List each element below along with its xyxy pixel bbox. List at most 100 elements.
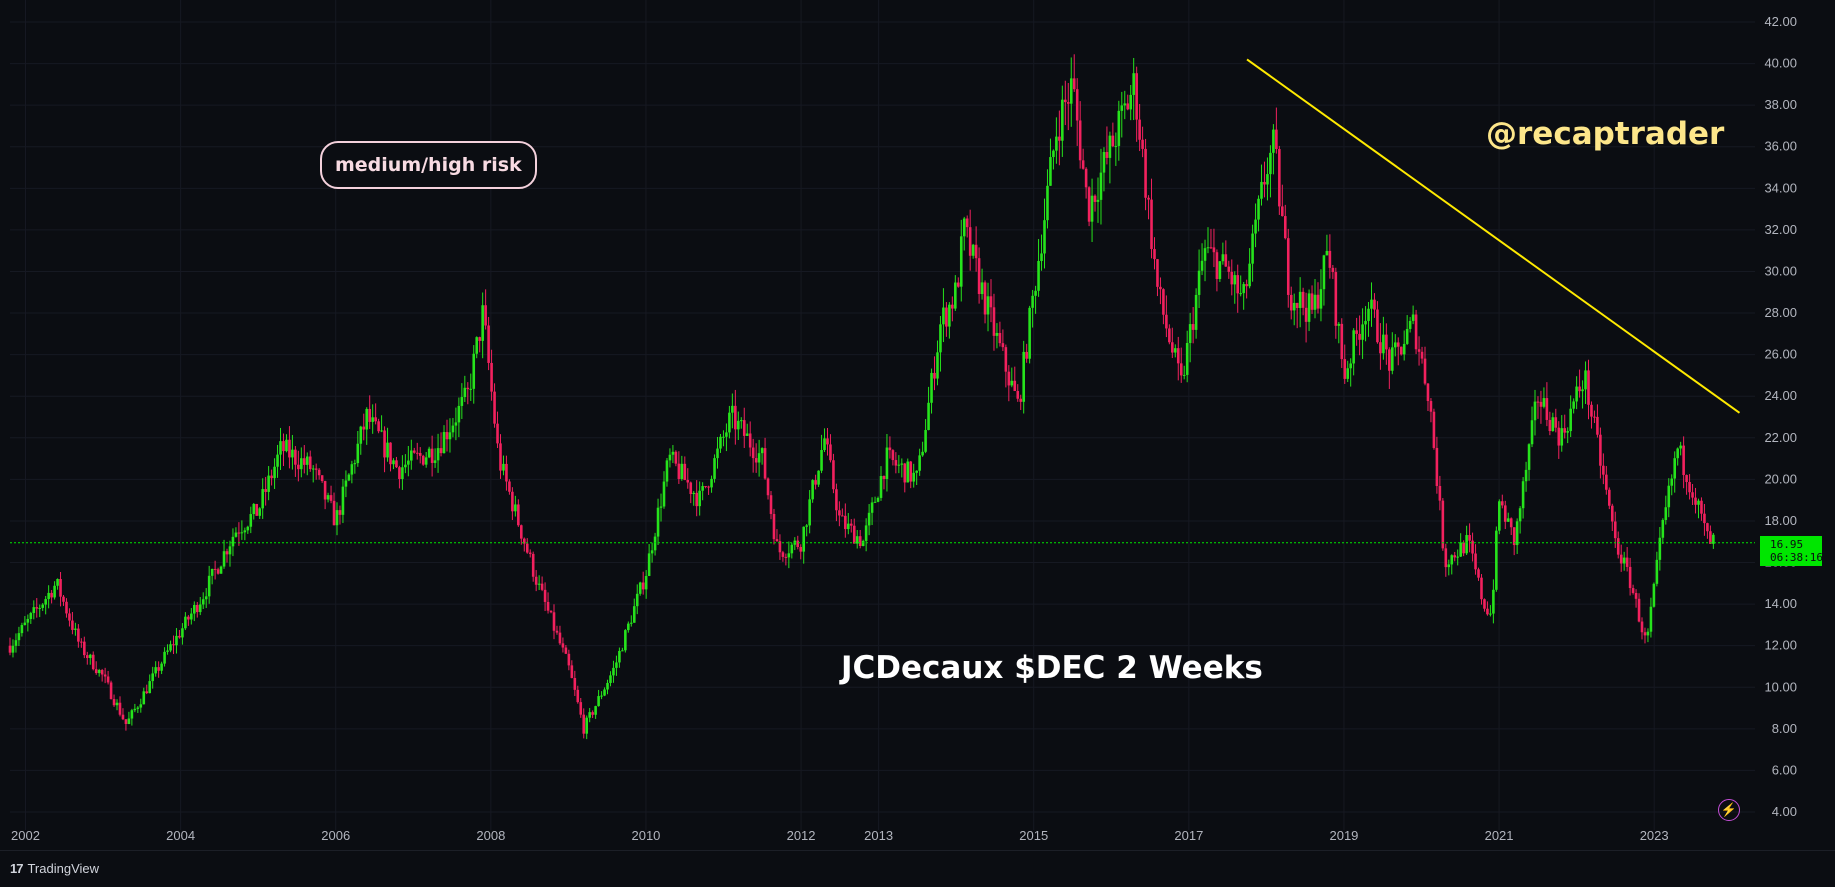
- candle-body: [1447, 564, 1451, 568]
- candle-body: [701, 486, 704, 491]
- candle-body: [959, 236, 963, 287]
- y-tick-label: 18.00: [1764, 513, 1797, 528]
- candle-body: [1304, 307, 1308, 322]
- candle-body: [641, 582, 645, 590]
- candle-body: [618, 650, 621, 663]
- y-tick-label: 8.00: [1772, 721, 1797, 736]
- candle-body: [213, 568, 217, 570]
- candle-body: [65, 601, 68, 614]
- candle-body: [145, 691, 149, 694]
- candle-body: [838, 510, 841, 516]
- candle-body: [728, 412, 731, 433]
- candle-body: [1376, 309, 1379, 343]
- candle-body: [1450, 555, 1454, 565]
- candle-body: [1483, 599, 1486, 609]
- candle-body: [1703, 513, 1706, 524]
- candle-body: [1358, 333, 1361, 340]
- candle-body: [1658, 537, 1662, 560]
- candle-body: [187, 616, 190, 620]
- candle-body: [1165, 314, 1168, 329]
- candle-body: [335, 510, 339, 526]
- candle-body: [80, 641, 83, 643]
- candle-body: [790, 544, 794, 554]
- candle-body: [148, 681, 152, 694]
- y-tick-label: 6.00: [1772, 762, 1797, 777]
- candle-body: [1462, 542, 1465, 554]
- candle-body: [56, 578, 59, 586]
- candle-body: [1649, 606, 1653, 632]
- candle-body: [163, 651, 166, 664]
- candle-body: [594, 706, 597, 715]
- candle-body: [635, 593, 639, 607]
- candle-body: [282, 441, 285, 452]
- candle-body: [1013, 380, 1017, 392]
- candle-body: [1489, 613, 1492, 615]
- candle-body: [766, 478, 770, 496]
- handle-label: @recaptrader: [1486, 116, 1725, 152]
- candle-body: [1694, 497, 1697, 505]
- candle-body: [1334, 272, 1338, 326]
- candle-body: [942, 307, 945, 325]
- candle-body: [1069, 78, 1073, 104]
- candle-body: [427, 448, 431, 458]
- candle-body: [1310, 293, 1314, 310]
- x-tick-label: 2006: [321, 828, 350, 843]
- candle-body: [100, 670, 104, 675]
- candle-body: [796, 540, 800, 547]
- y-tick-label: 20.00: [1764, 471, 1797, 486]
- candle-body: [1260, 181, 1263, 199]
- candle-body: [603, 689, 606, 696]
- candle-body: [190, 613, 193, 620]
- candle-body: [844, 515, 847, 530]
- candle-body: [1527, 444, 1531, 470]
- candle-body: [1182, 374, 1186, 376]
- trendline: [1246, 58, 1741, 414]
- candle-body: [1298, 291, 1302, 308]
- candle-body: [1004, 347, 1008, 372]
- lightning-bolt-icon[interactable]: ⚡: [1718, 799, 1740, 821]
- candle-body: [424, 457, 428, 465]
- tradingview-logo[interactable]: 17 TradingView: [10, 861, 99, 876]
- candle-body: [32, 607, 36, 614]
- candle-body: [270, 475, 273, 479]
- candle-body: [365, 408, 369, 430]
- candle-body: [995, 332, 999, 336]
- candle-body: [517, 504, 520, 526]
- candle-body: [475, 337, 479, 354]
- candle-body: [463, 387, 467, 398]
- candle-body: [1456, 556, 1460, 558]
- candle-body: [1619, 554, 1623, 564]
- candle-body: [1197, 270, 1201, 295]
- candle-body: [1396, 342, 1400, 347]
- candle-body: [1251, 233, 1254, 264]
- candle-body: [1587, 370, 1590, 405]
- candle-body: [1108, 135, 1112, 158]
- candle-body: [404, 464, 407, 468]
- candle-body: [448, 432, 452, 440]
- candle-body: [1135, 73, 1138, 120]
- candle-body: [225, 551, 229, 555]
- candle-body: [1486, 608, 1489, 615]
- candle-body: [849, 523, 853, 526]
- candle-body: [1200, 260, 1204, 271]
- candle-body: [11, 645, 15, 653]
- candle-body: [279, 441, 282, 455]
- candle-body: [552, 612, 556, 631]
- candle-body: [297, 464, 300, 470]
- candle-body: [573, 677, 577, 690]
- candle-body: [157, 667, 160, 671]
- candle-body: [1117, 110, 1121, 146]
- candle-body: [998, 332, 1002, 344]
- candle-body: [775, 539, 779, 542]
- candle-body: [264, 489, 267, 492]
- candle-body: [674, 451, 678, 464]
- price-chart[interactable]: 42.00 40.00 38.00 36.00 34.00 32.00 30.00 28.00…: [0, 0, 1835, 850]
- candle-body: [481, 305, 484, 341]
- candle-body: [1281, 206, 1284, 217]
- candle-body: [231, 536, 235, 547]
- candle-body: [1432, 411, 1436, 448]
- candle-body: [561, 643, 565, 648]
- candle-body: [47, 592, 50, 600]
- candle-body: [945, 307, 948, 327]
- candle-body: [1043, 220, 1046, 254]
